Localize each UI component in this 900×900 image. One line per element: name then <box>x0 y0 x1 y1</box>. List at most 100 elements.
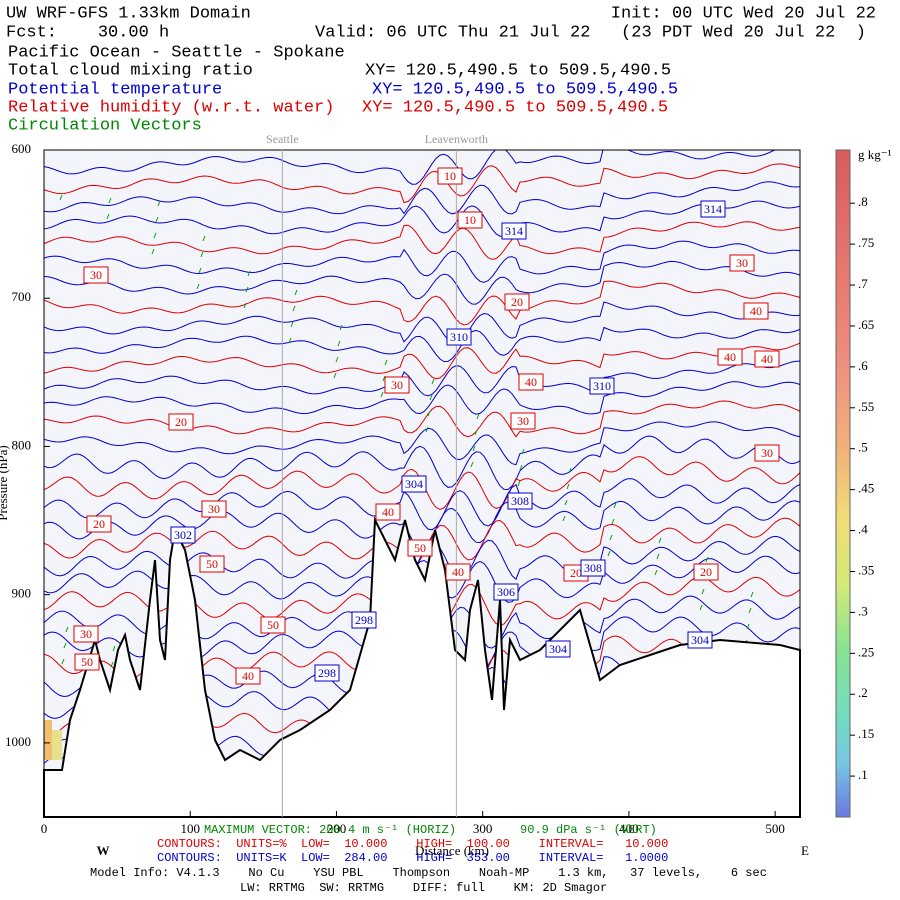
contour-label-box <box>700 200 726 218</box>
y-tick-label: 900 <box>12 586 32 601</box>
theta-label: 304 <box>691 633 709 647</box>
vector <box>425 426 429 433</box>
theta-label: 306 <box>497 585 515 599</box>
rh-label: 30 <box>80 627 92 641</box>
contour-label-box <box>446 328 472 346</box>
theta-contour <box>44 260 800 305</box>
colorbar-tick-label: .3 <box>858 603 868 618</box>
theta-label: 310 <box>450 330 468 344</box>
footer-model: Model Info: V4.1.3 No Cu YSU PBL Thompso… <box>90 866 767 880</box>
colorbar-tick-label: .5 <box>858 440 868 455</box>
theta-contour <box>44 435 800 491</box>
y-axis-label: Pressure (hPa) <box>0 445 10 520</box>
theta-label: 302 <box>174 528 192 542</box>
theta-contour <box>44 326 800 363</box>
contour-label-box <box>580 559 606 577</box>
contour-label-box <box>743 302 769 320</box>
rh-label: 30 <box>517 414 529 428</box>
contour-label-box <box>401 475 427 493</box>
vector <box>337 340 341 347</box>
vector <box>705 556 709 563</box>
colorbar-tick-label: .65 <box>858 317 874 332</box>
field-name: Circulation Vectors <box>8 116 202 135</box>
vector <box>292 305 296 312</box>
contour-label-box <box>729 254 755 272</box>
theta-contour <box>44 421 800 466</box>
colorbar <box>835 149 851 818</box>
rh-label: 40 <box>525 375 537 389</box>
contour-label-box <box>170 526 196 544</box>
rh-contour <box>44 342 800 380</box>
plot-frame <box>43 149 801 818</box>
contour-label-box <box>504 293 530 311</box>
colorbar-tick-label: .4 <box>858 522 868 537</box>
vector <box>106 213 110 220</box>
vector <box>339 324 343 331</box>
vector <box>198 267 202 274</box>
vector <box>472 445 476 452</box>
contour-label-box <box>754 444 780 462</box>
rh-label: 30 <box>90 268 102 282</box>
theta-contour <box>44 181 800 215</box>
vector <box>157 200 161 207</box>
contour-label-box <box>693 563 719 581</box>
y-tick-label: 700 <box>12 289 32 304</box>
contour-label-box <box>314 664 340 682</box>
contour-label-box <box>589 377 615 395</box>
vector <box>108 197 112 204</box>
vector <box>153 232 157 239</box>
contour-label-box <box>457 211 483 229</box>
contour-label-box <box>83 266 109 284</box>
colorbar-tick-label: .35 <box>858 562 874 577</box>
contour-label-box <box>437 167 463 185</box>
theta-label: 304 <box>549 642 567 656</box>
contour-label-box <box>201 500 227 518</box>
field-xy: XY= 120.5,490.5 to 509.5,490.5 <box>372 80 678 99</box>
rh-label: 30 <box>761 446 773 460</box>
contour-label-box <box>545 640 571 658</box>
vector <box>519 464 523 471</box>
vector <box>294 289 298 296</box>
theta-contour <box>44 478 800 531</box>
vector <box>521 448 525 455</box>
vector <box>613 502 617 509</box>
colorbar-tick-label: .25 <box>858 644 874 659</box>
rh-label: 40 <box>761 352 773 366</box>
vector <box>335 356 339 363</box>
field-name: Relative humidity (w.r.t. water) <box>8 98 334 117</box>
vector <box>748 607 752 614</box>
colorbar-tick-label: .15 <box>858 726 874 741</box>
vector <box>654 569 658 576</box>
theta-contour <box>44 150 777 185</box>
location-label: Seattle <box>266 132 299 146</box>
vector <box>701 588 705 595</box>
theta-label: 310 <box>593 379 611 393</box>
theta-contour <box>44 381 800 415</box>
contour-label-box <box>510 412 536 430</box>
field-xy: XY= 120.5,490.5 to 509.5,490.5 <box>365 61 671 80</box>
vector <box>517 480 521 487</box>
theta-contour <box>44 240 800 283</box>
rh-label: 10 <box>444 169 456 183</box>
vector <box>155 216 159 223</box>
vector <box>247 270 251 277</box>
contour-label-box <box>717 348 743 366</box>
vector <box>427 410 431 417</box>
vector <box>611 518 615 525</box>
footer-vector-v: 90.9 dPa s⁻¹ (VERT) <box>520 823 657 837</box>
theta-contour <box>44 200 800 237</box>
vector <box>288 337 292 344</box>
rh-contour <box>44 163 800 204</box>
vector <box>609 534 613 541</box>
vector <box>59 194 63 201</box>
vector <box>470 461 474 468</box>
west-label: W <box>97 843 110 858</box>
theta-label: 314 <box>704 202 722 216</box>
valid: Valid: 06 UTC Thu 21 Jul 22 (23 PDT Wed … <box>315 23 866 42</box>
rh-label: 50 <box>414 541 426 555</box>
field-name: Total cloud mixing ratio <box>8 61 253 80</box>
fcst: Fcst: 30.00 h <box>6 23 169 42</box>
rh-label: 40 <box>452 565 464 579</box>
contour-label-box <box>754 350 780 368</box>
